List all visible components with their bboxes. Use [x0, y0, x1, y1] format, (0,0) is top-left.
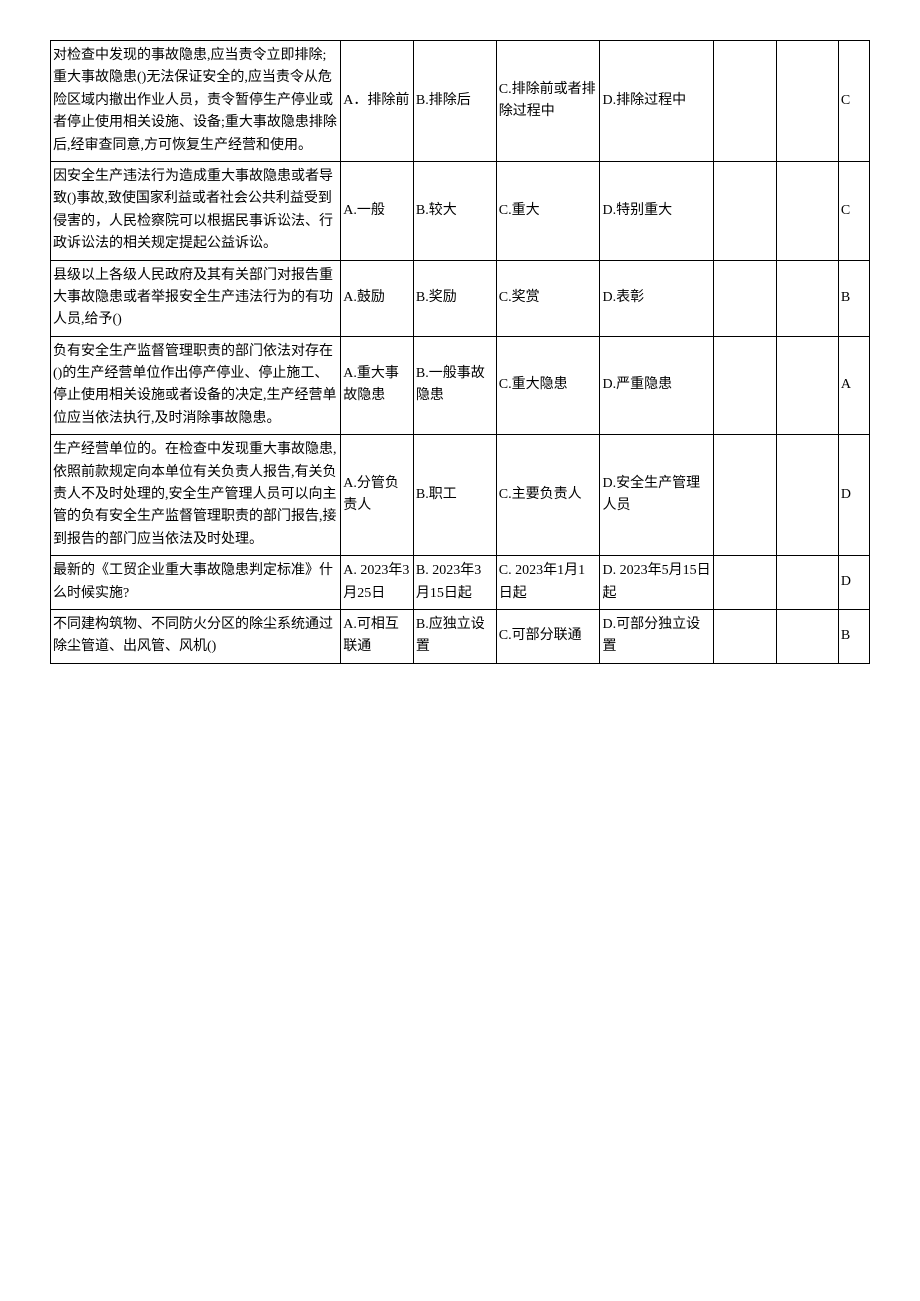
answer-cell: D	[838, 556, 869, 610]
option-d-cell: D.严重隐患	[600, 336, 714, 435]
option-b-cell: B. 2023年3月15日起	[413, 556, 496, 610]
answer-cell: A	[838, 336, 869, 435]
table-row: 生产经营单位的。在检查中发现重大事故隐患,依照前款规定向本单位有关负责人报告,有…	[51, 435, 870, 556]
option-b-cell: B.奖励	[413, 260, 496, 336]
question-cell: 负有安全生产监督管理职责的部门依法对存在()的生产经营单位作出停产停业、停止施工…	[51, 336, 341, 435]
question-table-body: 对检查中发现的事故隐患,应当责令立即排除;重大事故隐患()无法保证安全的,应当责…	[51, 41, 870, 664]
option-e-cell	[714, 556, 776, 610]
option-b-cell: B.排除后	[413, 41, 496, 162]
option-c-cell: C.重大	[496, 161, 600, 260]
option-c-cell: C.可部分联通	[496, 609, 600, 663]
option-f-cell	[776, 336, 838, 435]
option-d-cell: D.特别重大	[600, 161, 714, 260]
option-e-cell	[714, 435, 776, 556]
table-row: 不同建构筑物、不同防火分区的除尘系统通过除尘管道、出风管、风机()A.可相互联通…	[51, 609, 870, 663]
option-a-cell: A．排除前	[341, 41, 414, 162]
question-table: 对检查中发现的事故隐患,应当责令立即排除;重大事故隐患()无法保证安全的,应当责…	[50, 40, 870, 664]
option-d-cell: D.表彰	[600, 260, 714, 336]
option-d-cell: D. 2023年5月15日起	[600, 556, 714, 610]
option-f-cell	[776, 609, 838, 663]
option-b-cell: B.职工	[413, 435, 496, 556]
option-f-cell	[776, 161, 838, 260]
table-row: 负有安全生产监督管理职责的部门依法对存在()的生产经营单位作出停产停业、停止施工…	[51, 336, 870, 435]
question-cell: 不同建构筑物、不同防火分区的除尘系统通过除尘管道、出风管、风机()	[51, 609, 341, 663]
option-f-cell	[776, 435, 838, 556]
answer-cell: C	[838, 161, 869, 260]
option-c-cell: C.排除前或者排除过程中	[496, 41, 600, 162]
option-f-cell	[776, 556, 838, 610]
answer-cell: C	[838, 41, 869, 162]
option-d-cell: D.可部分独立设置	[600, 609, 714, 663]
option-e-cell	[714, 336, 776, 435]
option-b-cell: B.一般事故隐患	[413, 336, 496, 435]
question-cell: 县级以上各级人民政府及其有关部门对报告重大事故隐患或者举报安全生产违法行为的有功…	[51, 260, 341, 336]
option-c-cell: C.奖赏	[496, 260, 600, 336]
option-e-cell	[714, 260, 776, 336]
option-a-cell: A.一般	[341, 161, 414, 260]
answer-cell: D	[838, 435, 869, 556]
option-c-cell: C.重大隐患	[496, 336, 600, 435]
option-e-cell	[714, 609, 776, 663]
option-a-cell: A.分管负责人	[341, 435, 414, 556]
question-cell: 最新的《工贸企业重大事故隐患判定标准》什么时候实施?	[51, 556, 341, 610]
option-d-cell: D.安全生产管理人员	[600, 435, 714, 556]
table-row: 最新的《工贸企业重大事故隐患判定标准》什么时候实施?A. 2023年3月25日B…	[51, 556, 870, 610]
option-b-cell: B.应独立设置	[413, 609, 496, 663]
option-d-cell: D.排除过程中	[600, 41, 714, 162]
question-cell: 对检查中发现的事故隐患,应当责令立即排除;重大事故隐患()无法保证安全的,应当责…	[51, 41, 341, 162]
option-c-cell: C.主要负责人	[496, 435, 600, 556]
table-row: 县级以上各级人民政府及其有关部门对报告重大事故隐患或者举报安全生产违法行为的有功…	[51, 260, 870, 336]
answer-cell: B	[838, 609, 869, 663]
option-f-cell	[776, 260, 838, 336]
option-b-cell: B.较大	[413, 161, 496, 260]
option-a-cell: A.鼓励	[341, 260, 414, 336]
question-cell: 因安全生产违法行为造成重大事故隐患或者导致()事故,致使国家利益或者社会公共利益…	[51, 161, 341, 260]
question-cell: 生产经营单位的。在检查中发现重大事故隐患,依照前款规定向本单位有关负责人报告,有…	[51, 435, 341, 556]
option-f-cell	[776, 41, 838, 162]
table-row: 因安全生产违法行为造成重大事故隐患或者导致()事故,致使国家利益或者社会公共利益…	[51, 161, 870, 260]
option-e-cell	[714, 161, 776, 260]
option-c-cell: C. 2023年1月1日起	[496, 556, 600, 610]
answer-cell: B	[838, 260, 869, 336]
option-a-cell: A.重大事故隐患	[341, 336, 414, 435]
table-row: 对检查中发现的事故隐患,应当责令立即排除;重大事故隐患()无法保证安全的,应当责…	[51, 41, 870, 162]
option-a-cell: A.可相互联通	[341, 609, 414, 663]
option-a-cell: A. 2023年3月25日	[341, 556, 414, 610]
option-e-cell	[714, 41, 776, 162]
